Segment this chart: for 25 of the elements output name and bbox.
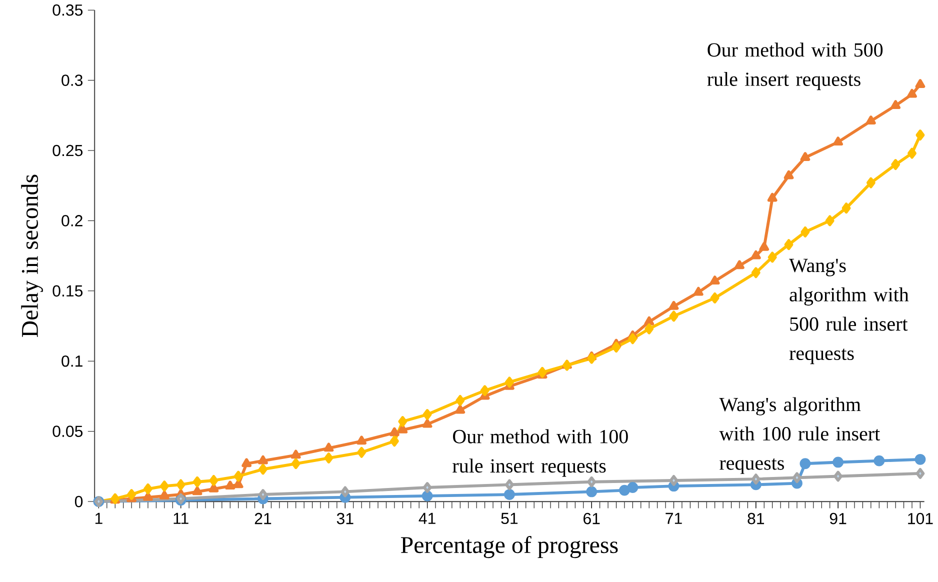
x-axis-title: Percentage of progress [400,536,618,558]
x-tick-label: 81 [748,512,764,524]
y-tick-label: 0.3 [62,74,83,86]
series-label: Wang's algorithm with 500 rule insert requests [789,258,909,364]
y-tick-label: 0.25 [52,144,83,156]
series-label: Our method with 500 rule insert requests [707,42,883,90]
x-tick-label: 91 [830,512,846,524]
x-tick-label: 101 [908,512,933,524]
x-tick-label: 31 [336,512,354,524]
y-tick-label: 0.1 [62,355,82,367]
series-label: Wang's algorithm with 100 rule insert requests [719,396,880,474]
x-tick-label: 11 [174,512,188,524]
x-tick-label: 21 [254,512,272,524]
x-tick-label: 71 [666,512,682,524]
x-tick-label: 51 [501,512,518,524]
x-tick-label: 61 [584,512,600,524]
y-tick-label: 0.2 [62,214,82,226]
y-tick-label: 0.15 [52,285,83,296]
y-axis-title: Delay in seconds [21,174,43,337]
x-tick-label: 1 [95,512,102,524]
y-tick-label: 0 [74,496,83,507]
series-label: Our method with 100 rule insert requests [452,429,628,476]
y-tick-label: 0.05 [52,425,83,437]
y-tick-label: 0.35 [52,4,83,16]
x-tick-label: 41 [418,512,436,524]
